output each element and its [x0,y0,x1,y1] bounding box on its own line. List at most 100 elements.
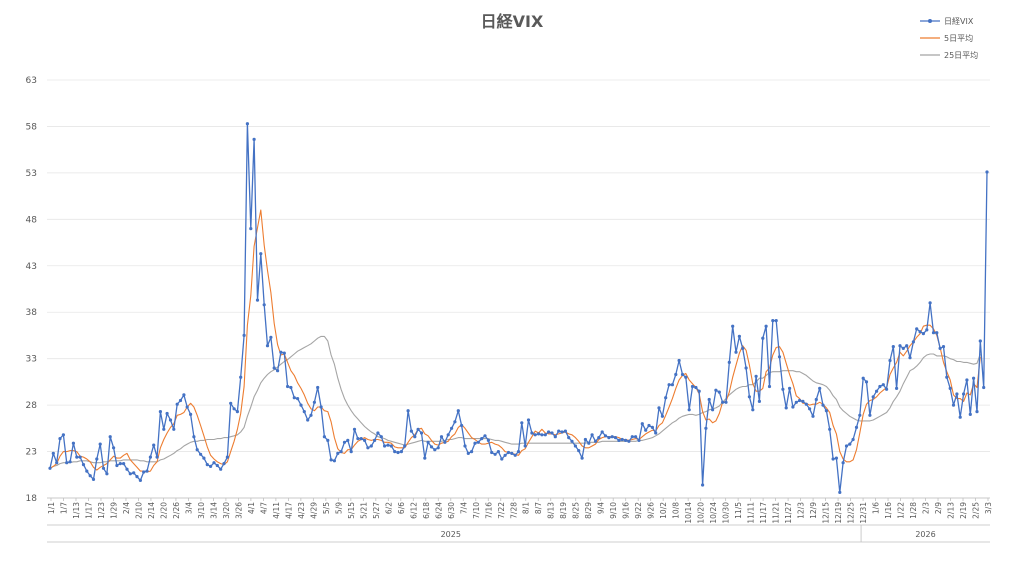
x-tick-label: 8/7 [534,502,543,514]
data-point [864,380,869,384]
data-point [654,431,658,435]
x-tick-label: 6/30 [447,502,456,519]
data-point [55,461,59,465]
data-point [363,438,367,442]
data-point [185,405,189,409]
data-point [158,410,162,414]
data-point [804,402,808,406]
data-point [851,437,855,442]
x-tick-label: 9/26 [647,502,656,519]
data-point [352,427,357,431]
data-point [814,397,818,402]
data-point [215,463,219,468]
data-point [65,461,69,465]
y-tick-label: 18 [26,494,38,504]
data-point [456,409,460,413]
data-point [727,360,731,364]
data-point [373,438,377,442]
data-point [316,385,320,390]
data-point [399,450,403,454]
data-point [583,437,588,442]
x-tick-label: 2/14 [147,502,156,519]
data-point [664,396,668,400]
data-point [349,450,353,454]
data-point [553,435,557,439]
data-point [470,450,474,454]
data-point [58,437,62,441]
x-tick-label: 5/9 [334,502,343,514]
x-tick-label: 10/14 [684,502,693,524]
data-point [898,344,902,348]
data-point [650,425,655,429]
data-point [75,455,79,459]
data-point [393,450,397,454]
data-point [951,403,956,407]
data-point [711,408,715,412]
data-point [975,410,979,414]
data-point [98,442,102,446]
data-point [644,428,648,432]
data-point [707,397,711,402]
x-tick-label: 12/25 [847,502,856,524]
data-point [547,430,551,434]
data-point [731,324,735,328]
data-point [265,344,270,348]
data-point [868,413,872,417]
data-point [292,396,296,400]
x-tick-label: 2/9 [934,502,943,514]
data-point [697,389,701,393]
data-point [235,410,239,414]
data-point [798,398,802,403]
data-point [319,405,323,409]
data-point [276,369,280,373]
data-point [212,461,216,465]
data-point [520,421,524,425]
data-point [613,436,618,440]
data-point [721,400,725,404]
x-tick-label: 9/22 [634,502,643,519]
x-tick-label: 6/6 [397,502,406,514]
data-point [342,440,347,444]
data-point [781,387,785,391]
data-point [339,450,343,454]
data-point [647,423,651,428]
data-point [48,466,52,470]
x-tick-label: 9/10 [609,502,618,519]
x-tick-label: 4/23 [297,502,306,519]
x-tick-label: 11/5 [734,502,743,519]
x-tick-label: 8/19 [559,502,568,519]
data-point [657,406,661,410]
data-point [322,435,326,439]
x-tick-label: 2/25 [972,502,981,519]
x-tick-label: 11/11 [747,502,756,524]
data-point [634,435,638,439]
y-tick-label: 53 [26,169,37,179]
data-point [801,399,805,403]
data-point [486,438,490,442]
data-point [841,461,845,465]
data-point [921,332,926,336]
x-tick-label: 3/20 [222,502,231,519]
data-point [747,395,752,399]
data-point [577,449,581,453]
data-point [962,392,966,396]
x-tick-label: 10/2 [659,502,668,519]
data-point [506,450,511,455]
x-tick-label: 1/7 [59,502,68,514]
data-point [824,409,829,413]
data-point [821,403,825,407]
data-point [61,433,65,437]
data-point [888,358,892,363]
data-point [831,457,835,461]
data-point [222,462,226,466]
x-tick-label: 6/12 [409,502,418,519]
series-line-5day-average [49,209,981,473]
data-point [941,345,946,349]
data-point [694,385,698,390]
data-point [426,440,430,444]
data-point [828,427,832,431]
data-point [202,456,206,460]
x-tick-label: 4/11 [272,502,281,519]
data-point [901,346,905,350]
x-tick-label: 11/27 [784,502,793,524]
